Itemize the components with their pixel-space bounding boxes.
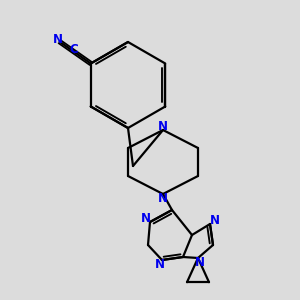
Text: N: N — [141, 212, 151, 226]
Text: N: N — [158, 191, 168, 205]
Text: C: C — [69, 43, 78, 56]
Text: N: N — [52, 33, 63, 46]
Text: N: N — [195, 256, 205, 269]
Text: N: N — [210, 214, 220, 226]
Text: N: N — [155, 259, 165, 272]
Text: N: N — [158, 119, 168, 133]
